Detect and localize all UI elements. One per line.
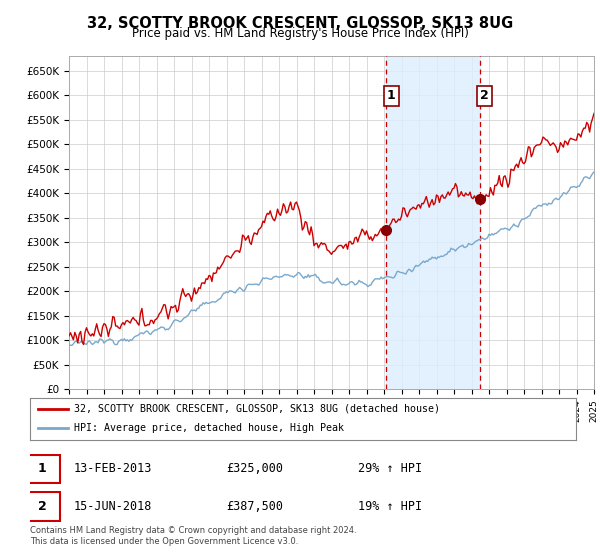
FancyBboxPatch shape	[25, 455, 60, 483]
Text: 15-JUN-2018: 15-JUN-2018	[74, 500, 152, 513]
Text: 32, SCOTTY BROOK CRESCENT, GLOSSOP, SK13 8UG (detached house): 32, SCOTTY BROOK CRESCENT, GLOSSOP, SK13…	[74, 404, 440, 414]
Text: Price paid vs. HM Land Registry's House Price Index (HPI): Price paid vs. HM Land Registry's House …	[131, 27, 469, 40]
Text: 2: 2	[38, 500, 46, 513]
Text: 1: 1	[38, 463, 46, 475]
FancyBboxPatch shape	[25, 492, 60, 521]
Text: £387,500: £387,500	[227, 500, 284, 513]
Text: 2: 2	[481, 90, 489, 102]
Text: 29% ↑ HPI: 29% ↑ HPI	[358, 463, 422, 475]
Text: 13-FEB-2013: 13-FEB-2013	[74, 463, 152, 475]
Bar	[386, 56, 479, 389]
Text: 1: 1	[387, 90, 396, 102]
Text: £325,000: £325,000	[227, 463, 284, 475]
Text: Contains HM Land Registry data © Crown copyright and database right 2024.
This d: Contains HM Land Registry data © Crown c…	[30, 526, 356, 546]
Text: 32, SCOTTY BROOK CRESCENT, GLOSSOP, SK13 8UG: 32, SCOTTY BROOK CRESCENT, GLOSSOP, SK13…	[87, 16, 513, 31]
Text: HPI: Average price, detached house, High Peak: HPI: Average price, detached house, High…	[74, 423, 344, 433]
Text: 19% ↑ HPI: 19% ↑ HPI	[358, 500, 422, 513]
